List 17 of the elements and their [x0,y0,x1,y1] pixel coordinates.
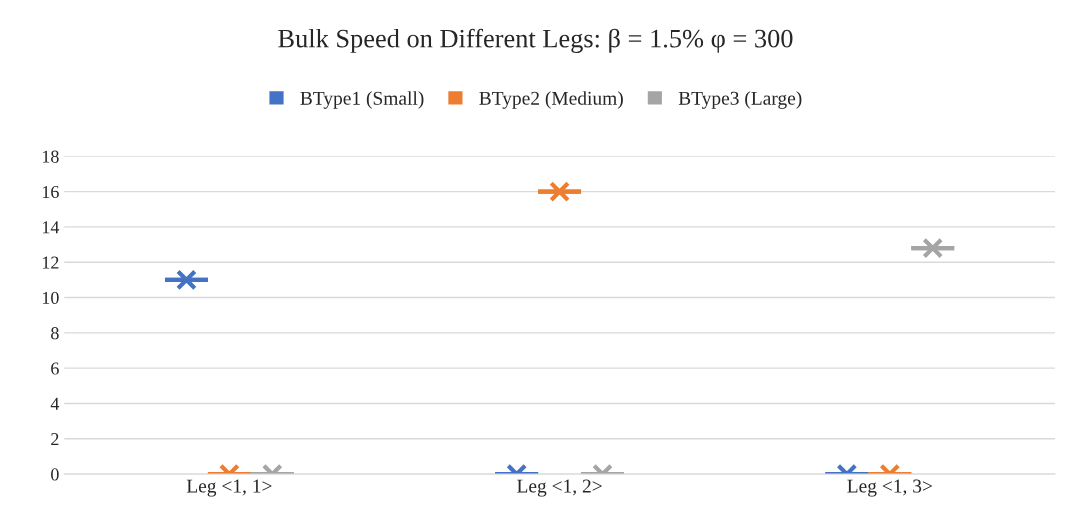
legend-label: BType2 (Medium) [479,91,623,109]
y-tick-label: 10 [42,291,59,304]
y-tick-label: 4 [50,397,60,410]
y-tick-label: 12 [42,256,59,269]
chart-title: Bulk Speed on Different Legs: β = 1.5% φ = 300 [278,28,793,53]
x-tick-label: Leg <1, 1> [186,479,272,497]
y-tick-label: 16 [42,185,59,199]
legend-label: BType3 (Large) [678,91,802,109]
y-tick-label: 18 [42,150,59,163]
x-tick-label: Leg <1, 2> [517,479,602,497]
y-tick-label: 2 [51,433,59,446]
legend-label: BType1 (Small) [300,91,424,109]
y-tick-label: 14 [42,221,60,234]
y-tick-label: 0 [51,468,59,481]
x-tick-label: Leg <1, 3> [847,479,932,497]
y-tick-label: 8 [51,327,59,340]
y-tick-label: 6 [51,362,59,375]
